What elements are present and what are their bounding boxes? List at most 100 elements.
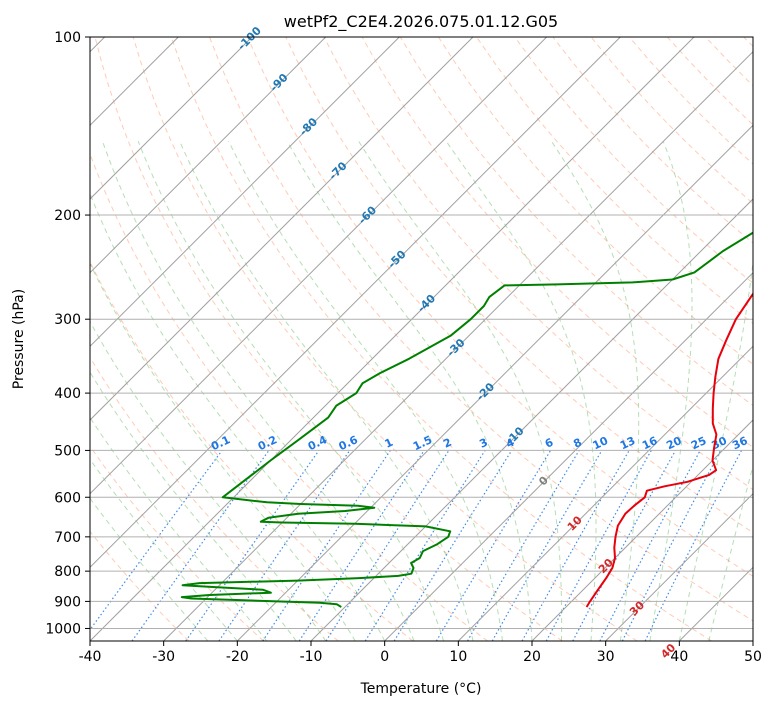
- mixing-ratio-line: [325, 450, 450, 641]
- dry-adiabat: [90, 260, 414, 641]
- isotherm-label: -40: [415, 292, 438, 315]
- moist-adiabat: [90, 497, 209, 641]
- moist-adiabat: [445, 140, 597, 641]
- dry-adiabat: [90, 445, 264, 641]
- y-tick-label: 800: [54, 564, 81, 580]
- dry-adiabat: [667, 37, 753, 126]
- chart-title: wetPf2_C2E4.2026.075.01.12.G05: [284, 12, 558, 32]
- temperature-line: [585, 292, 753, 608]
- y-tick-label: 300: [54, 312, 81, 328]
- mixing-ratio-label: 1: [383, 436, 395, 451]
- y-tick-label: 200: [54, 208, 81, 224]
- moist-adiabat: [649, 140, 693, 641]
- skewed-isotherm: [384, 271, 753, 641]
- mixing-ratio-line: [644, 450, 743, 641]
- isotherm-label: -90: [267, 71, 290, 94]
- dry-adiabat: [94, 37, 563, 641]
- x-axis-label: Temperature (°C): [360, 681, 482, 697]
- mixing-ratio-line: [545, 450, 652, 641]
- dry-adiabat: [514, 37, 753, 284]
- y-axis-ticks: 100 200 300 400 500 600 700 800 900 1000: [45, 30, 90, 637]
- isotherm-label: -100: [235, 24, 264, 53]
- dry-adiabat: [90, 530, 190, 641]
- skewed-isotherm: [90, 37, 400, 348]
- mixing-ratio-line: [218, 450, 351, 641]
- x-tick-label: 50: [744, 649, 762, 665]
- y-tick-label: 100: [54, 30, 81, 46]
- isotherm-label: -20: [474, 380, 497, 403]
- x-tick-label: 20: [523, 649, 541, 665]
- skewed-isotherm: [90, 37, 327, 274]
- skewed-isotherm: [90, 37, 253, 200]
- y-tick-label: 600: [54, 490, 81, 506]
- dry-adiabat: [170, 37, 712, 641]
- moist-adiabat: [708, 464, 753, 641]
- dewpoint-line: [180, 231, 753, 608]
- x-tick-label: -10: [300, 649, 323, 665]
- mixing-ratio-label: 20: [664, 434, 684, 452]
- mixing-ratio-line: [298, 450, 425, 641]
- x-tick-label: -40: [79, 649, 102, 665]
- skewed-isotherm: [90, 37, 621, 569]
- mixing-ratio-label: 36: [730, 434, 750, 452]
- moist-adiabat: [90, 416, 268, 641]
- skewed-isotherm: [236, 124, 753, 641]
- mixing-ratio-label: 16: [640, 434, 660, 452]
- isotherm-label: 10: [565, 513, 585, 533]
- mixing-ratio-line: [364, 450, 486, 641]
- mixing-ratio-label: 25: [689, 434, 708, 452]
- isotherm-label: -70: [326, 159, 349, 182]
- mixing-ratio-line: [262, 450, 391, 641]
- dry-adiabat: [247, 37, 753, 577]
- x-tick-label: -20: [226, 649, 249, 665]
- mixing-ratio-line: [185, 450, 320, 641]
- mixing-ratio-label: 13: [618, 434, 637, 452]
- skewed-isotherm: [90, 37, 548, 495]
- dry-adiabat: [132, 37, 638, 641]
- y-tick-label: 1000: [45, 621, 81, 637]
- skewed-isotherm: [310, 198, 753, 641]
- moist-adiabat: [90, 371, 297, 641]
- dry-adiabat: [90, 356, 339, 641]
- dry-adiabat: [90, 152, 488, 641]
- mixing-ratio-label: 6: [543, 436, 556, 451]
- dry-adiabat: [743, 37, 753, 48]
- skewed-isotherm: [163, 50, 753, 641]
- skewed-isotherm: [90, 37, 474, 421]
- dry-adiabat: [590, 37, 753, 205]
- mixing-ratio-label: 10: [591, 434, 611, 452]
- mixing-ratio-line: [435, 450, 552, 641]
- mixing-ratio-label: 30: [710, 434, 730, 452]
- x-tick-label: -30: [152, 649, 175, 665]
- mixing-ratio-label: 2: [441, 436, 453, 451]
- y-axis-label: Pressure (hPa): [11, 289, 27, 389]
- dry-adiabat: [705, 37, 753, 87]
- x-tick-label: 0: [380, 649, 389, 665]
- series-lines: [180, 231, 753, 608]
- moist-adiabat: [137, 140, 445, 641]
- dry-adiabat: [399, 37, 753, 407]
- isotherm-label: -30: [444, 336, 467, 359]
- moist-adiabat: [678, 258, 753, 641]
- dry-adiabat: [209, 37, 753, 622]
- mixing-ratio-line: [521, 450, 630, 641]
- y-tick-label: 500: [54, 443, 81, 459]
- mixing-ratio-label: 3: [477, 436, 489, 451]
- mixing-ratio-line: [466, 450, 580, 641]
- skewed-isotherm: [605, 492, 753, 641]
- x-tick-label: 40: [670, 649, 688, 665]
- dry-adiabat: [438, 37, 753, 365]
- mixing-ratio-line: [621, 450, 722, 641]
- skewed-isotherm: [90, 37, 695, 641]
- x-tick-label: 30: [597, 649, 615, 665]
- skewed-isotherm: [531, 419, 753, 641]
- background-lines: [90, 37, 753, 641]
- isotherm-label: -60: [356, 203, 379, 226]
- plot-frame: [89, 36, 754, 642]
- y-tick-label: 700: [54, 530, 81, 546]
- skewed-isotherm: [457, 345, 753, 641]
- x-tick-label: 10: [449, 649, 467, 665]
- y-tick-label: 900: [54, 594, 81, 610]
- grid: [90, 37, 753, 641]
